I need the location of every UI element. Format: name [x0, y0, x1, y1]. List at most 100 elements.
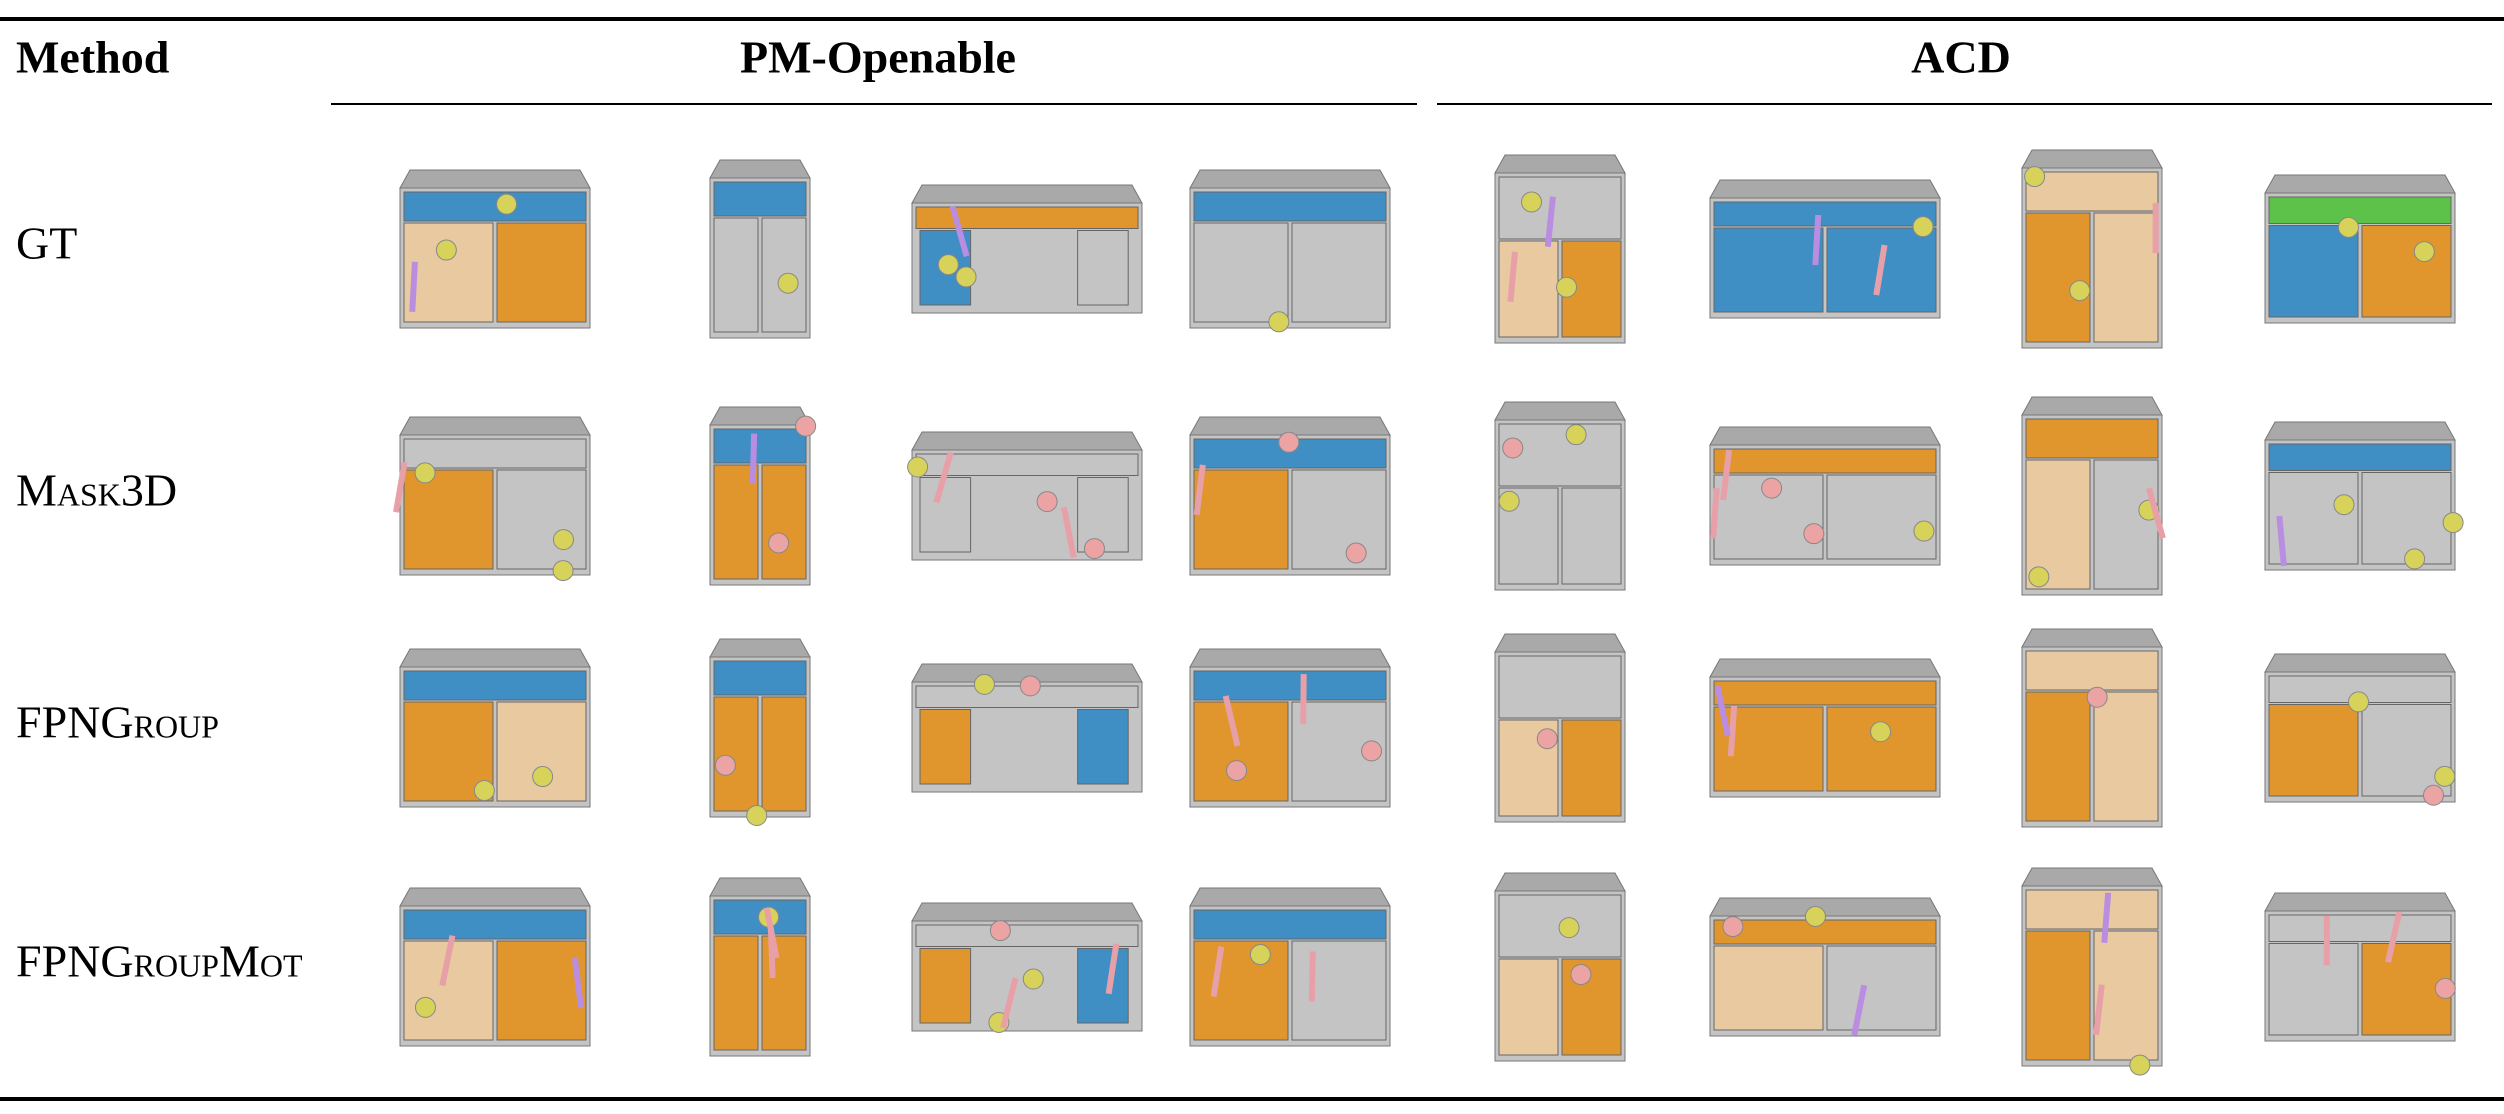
object-render — [1189, 416, 1391, 576]
drawer — [2025, 889, 2159, 930]
motion-arrow — [1193, 464, 1206, 516]
pedestal — [1077, 477, 1129, 553]
axis-origin — [552, 529, 574, 551]
pedestal — [1077, 948, 1129, 1024]
door — [1498, 240, 1559, 338]
axis-origin — [1502, 437, 1524, 459]
door — [2361, 225, 2452, 318]
axis-origin — [1278, 431, 1300, 453]
drawer — [1713, 680, 1937, 706]
door — [1498, 958, 1559, 1056]
top-face — [2021, 149, 2163, 169]
motion-arrow — [393, 461, 408, 513]
drawer — [713, 428, 807, 464]
axis-origin — [1761, 477, 1783, 499]
top-face — [1709, 179, 1941, 199]
object-render — [2264, 421, 2464, 571]
object-render — [1494, 154, 1626, 344]
door — [1561, 487, 1622, 585]
axis-origin — [2413, 241, 2435, 263]
door — [2268, 225, 2359, 318]
door — [761, 935, 807, 1051]
drawer — [915, 206, 1139, 229]
object-render — [709, 638, 811, 826]
door — [1193, 222, 1289, 323]
object-render — [1494, 872, 1626, 1062]
door — [2361, 472, 2452, 565]
axis-origin — [1036, 491, 1058, 513]
axis-origin — [2129, 1054, 2151, 1076]
axis-origin — [1361, 740, 1383, 762]
axis-origin — [2442, 512, 2464, 534]
motion-arrow — [1720, 449, 1733, 501]
object-render — [911, 184, 1143, 314]
door — [1713, 227, 1824, 313]
top-face — [1189, 169, 1391, 189]
motion-arrow — [949, 205, 970, 258]
object-render — [709, 159, 811, 339]
axis-origin — [1913, 520, 1935, 542]
drawer — [403, 909, 587, 940]
motion-arrow — [1851, 984, 1868, 1036]
door — [2093, 691, 2159, 822]
drawer — [403, 438, 587, 469]
object-render — [1189, 887, 1391, 1047]
axis-origin — [907, 456, 929, 478]
motion-arrow — [1714, 685, 1731, 737]
drawer — [2268, 196, 2452, 224]
drawer — [1713, 201, 1937, 227]
motion-arrow — [2101, 892, 2112, 944]
top-face — [1189, 648, 1391, 668]
top-face — [709, 159, 811, 179]
top-face — [399, 416, 591, 436]
drawer — [2268, 443, 2452, 471]
top-face — [399, 169, 591, 189]
axis-origin — [1022, 968, 1044, 990]
door — [1291, 469, 1387, 570]
door — [1291, 940, 1387, 1041]
axis-origin — [1722, 916, 1744, 938]
drawer — [1193, 909, 1387, 940]
door — [2025, 212, 2091, 343]
door — [1193, 469, 1289, 570]
door — [1826, 706, 1937, 792]
top-face — [1494, 872, 1626, 892]
method-header: Method — [16, 32, 170, 83]
axis-origin — [532, 766, 554, 788]
axis-origin — [2024, 166, 2046, 188]
object-render — [2021, 867, 2163, 1076]
door — [1291, 222, 1387, 323]
row-label: FPNGroup — [16, 697, 219, 748]
motion-arrow — [1873, 244, 1888, 296]
top-face — [2264, 421, 2456, 441]
object-render — [1709, 426, 1941, 566]
row-label: FPNGroupMot — [16, 936, 303, 987]
motion-arrow — [1210, 946, 1225, 998]
motion-arrow — [1222, 695, 1241, 747]
axis-origin — [746, 804, 768, 826]
motion-arrow — [1544, 196, 1556, 248]
motion-arrow — [2093, 984, 2105, 1036]
row-label: GT — [16, 218, 77, 269]
top-face — [1494, 633, 1626, 653]
motion-arrow — [1507, 251, 1518, 303]
drawer — [2268, 914, 2452, 942]
axis-origin — [1226, 760, 1248, 782]
drawer — [1713, 919, 1937, 945]
top-face — [911, 184, 1143, 204]
top-face — [911, 902, 1143, 922]
motion-arrow — [571, 957, 585, 1009]
axis-origin — [2086, 686, 2108, 708]
drawer — [713, 181, 807, 217]
door — [496, 940, 587, 1041]
door — [1826, 474, 1937, 560]
object-render — [399, 169, 591, 329]
top-face — [709, 638, 811, 658]
axis-origin — [552, 560, 574, 582]
door — [1826, 945, 1937, 1031]
axis-origin — [768, 532, 790, 554]
motion-arrow — [439, 935, 456, 987]
drawer — [403, 191, 587, 222]
door — [2025, 930, 2091, 1061]
